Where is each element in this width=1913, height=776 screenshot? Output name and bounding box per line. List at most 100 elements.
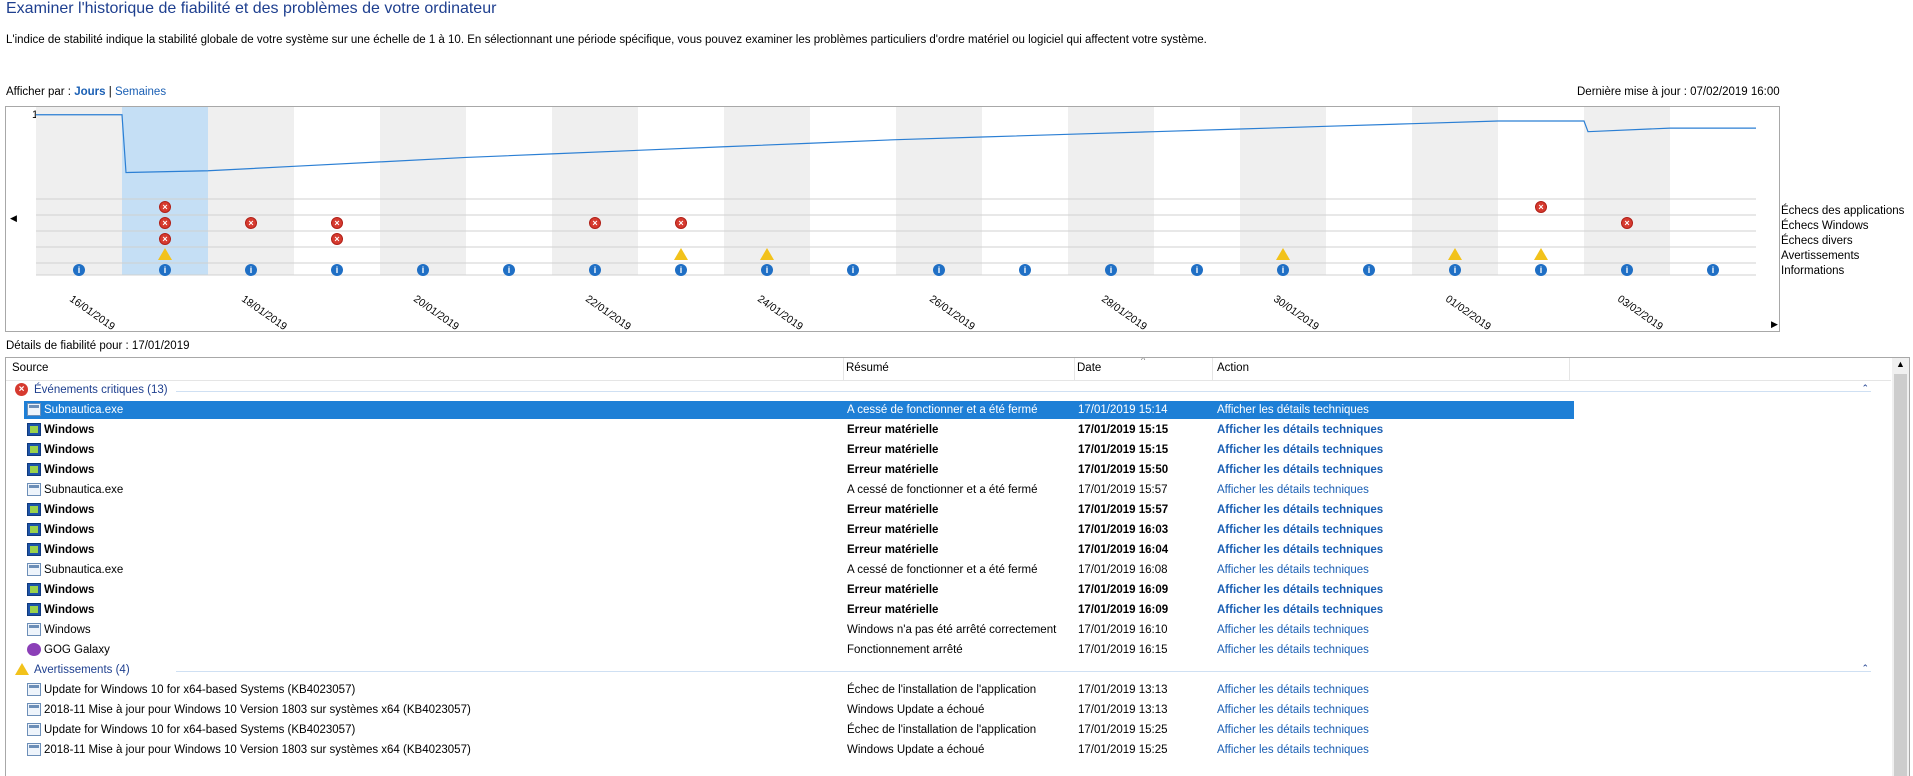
table-row[interactable]: Windows Erreur matérielle 17/01/2019 16:04… [6,541,1891,561]
column-separator[interactable] [1212,358,1213,380]
table-row[interactable]: 2018-11 Mise à jour pour Windows 10 Vers… [6,741,1891,761]
info-icon[interactable]: i [1621,264,1633,276]
error-icon[interactable]: × [159,217,171,229]
day-column[interactable] [1154,107,1240,275]
column-separator[interactable] [1074,358,1075,380]
info-icon[interactable]: i [417,264,429,276]
table-row[interactable]: Subnautica.exe A cessé de fonctionner et … [6,401,1891,421]
warning-icon[interactable] [674,248,688,260]
view-weeks-link[interactable]: Semaines [114,86,167,98]
view-days-link[interactable]: Jours [74,86,106,98]
error-icon[interactable]: × [159,201,171,213]
view-technical-details-link[interactable]: Afficher les détails techniques [1217,604,1384,616]
table-row[interactable]: 2018-11 Mise à jour pour Windows 10 Vers… [6,701,1891,721]
info-icon[interactable]: i [589,264,601,276]
info-icon[interactable]: i [245,264,257,276]
day-column[interactable] [466,107,552,275]
info-icon[interactable]: i [1535,264,1547,276]
warning-icon[interactable] [158,248,172,260]
table-row[interactable]: Windows Erreur matérielle 17/01/2019 15:15… [6,441,1891,461]
group-header[interactable]: Avertissements (4) ⌃ [6,661,1891,681]
table-row[interactable]: Windows Erreur matérielle 17/01/2019 16:09… [6,581,1891,601]
view-technical-details-link[interactable]: Afficher les détails techniques [1217,484,1369,496]
table-row[interactable]: Subnautica.exe A cessé de fonctionner et … [6,561,1891,581]
view-technical-details-link[interactable]: Afficher les détails techniques [1217,684,1369,696]
warning-icon[interactable] [760,248,774,260]
day-column[interactable] [810,107,896,275]
info-icon[interactable]: i [1019,264,1031,276]
day-column[interactable] [552,107,638,275]
error-icon[interactable]: × [1535,201,1547,213]
chart-scroll-right-icon[interactable]: ▶ [1771,319,1778,329]
day-column[interactable] [208,107,294,275]
info-icon[interactable]: i [331,264,343,276]
scroll-up-icon[interactable]: ▲ [1896,359,1905,369]
table-row[interactable]: Windows Erreur matérielle 17/01/2019 16:09… [6,601,1891,621]
info-icon[interactable]: i [847,264,859,276]
info-icon[interactable]: i [1105,264,1117,276]
column-source[interactable]: Source [12,362,49,374]
stability-chart[interactable]: ◀ ▶ 10 5 1 ××××××××××iiiiiiiiiiiiiiiiiii… [5,106,1780,333]
warning-icon[interactable] [1276,248,1290,260]
table-row[interactable]: Windows Erreur matérielle 17/01/2019 15:50… [6,461,1891,481]
view-technical-details-link[interactable]: Afficher les détails techniques [1217,544,1384,556]
day-column[interactable] [982,107,1068,275]
chart-scroll-left-icon[interactable]: ◀ [10,213,17,223]
view-technical-details-link[interactable]: Afficher les détails techniques [1217,444,1384,456]
error-icon[interactable]: × [159,233,171,245]
day-column[interactable] [896,107,982,275]
info-icon[interactable]: i [1277,264,1289,276]
view-technical-details-link[interactable]: Afficher les détails techniques [1217,584,1384,596]
collapse-icon[interactable]: ⌃ [1861,663,1869,673]
info-icon[interactable]: i [1707,264,1719,276]
view-technical-details-link[interactable]: Afficher les détails techniques [1217,724,1369,736]
table-row[interactable]: Windows Erreur matérielle 17/01/2019 15:57… [6,501,1891,521]
column-separator[interactable] [843,358,844,380]
view-technical-details-link[interactable]: Afficher les détails techniques [1217,504,1384,516]
group-header[interactable]: × Événements critiques (13) ⌃ [6,381,1891,401]
table-row[interactable]: Windows Windows n'a pas été arrêté correc… [6,621,1891,641]
vertical-scrollbar[interactable]: ▲ [1892,358,1909,776]
warning-icon[interactable] [1534,248,1548,260]
day-column[interactable] [1326,107,1412,275]
day-column[interactable] [36,107,122,275]
table-row[interactable]: GOG Galaxy Fonctionnement arrêté 17/01/201… [6,641,1891,661]
info-icon[interactable]: i [1191,264,1203,276]
error-icon[interactable]: × [331,217,343,229]
error-icon[interactable]: × [245,217,257,229]
error-icon[interactable]: × [331,233,343,245]
day-column[interactable] [380,107,466,275]
error-icon[interactable]: × [1621,217,1633,229]
table-row[interactable]: Windows Erreur matérielle 17/01/2019 16:03… [6,521,1891,541]
info-icon[interactable]: i [159,264,171,276]
column-date[interactable]: Date [1077,362,1102,374]
warning-icon[interactable] [1448,248,1462,260]
table-row[interactable]: Subnautica.exe A cessé de fonctionner et … [6,481,1891,501]
day-column[interactable] [1584,107,1670,275]
table-row[interactable]: Update for Windows 10 for x64-based Syst… [6,721,1891,741]
scrollbar-thumb[interactable] [1894,374,1907,776]
info-icon[interactable]: i [933,264,945,276]
info-icon[interactable]: i [761,264,773,276]
column-separator[interactable] [1569,358,1570,380]
view-technical-details-link[interactable]: Afficher les détails techniques [1217,704,1369,716]
info-icon[interactable]: i [1449,264,1461,276]
table-row[interactable]: Update for Windows 10 for x64-based Syst… [6,681,1891,701]
view-technical-details-link[interactable]: Afficher les détails techniques [1217,524,1384,536]
view-technical-details-link[interactable]: Afficher les détails techniques [1217,564,1369,576]
column-action[interactable]: Action [1217,362,1249,374]
info-icon[interactable]: i [73,264,85,276]
error-icon[interactable]: × [675,217,687,229]
day-column[interactable] [1670,107,1756,275]
view-technical-details-link[interactable]: Afficher les détails techniques [1217,744,1369,756]
collapse-icon[interactable]: ⌃ [1861,383,1869,393]
view-technical-details-link[interactable]: Afficher les détails techniques [1217,404,1369,416]
view-technical-details-link[interactable]: Afficher les détails techniques [1217,644,1369,656]
view-technical-details-link[interactable]: Afficher les détails techniques [1217,624,1369,636]
error-icon[interactable]: × [589,217,601,229]
table-row[interactable]: Windows Erreur matérielle 17/01/2019 15:15… [6,421,1891,441]
view-technical-details-link[interactable]: Afficher les détails techniques [1217,424,1384,436]
info-icon[interactable]: i [675,264,687,276]
column-summary[interactable]: Résumé [846,362,889,374]
info-icon[interactable]: i [503,264,515,276]
